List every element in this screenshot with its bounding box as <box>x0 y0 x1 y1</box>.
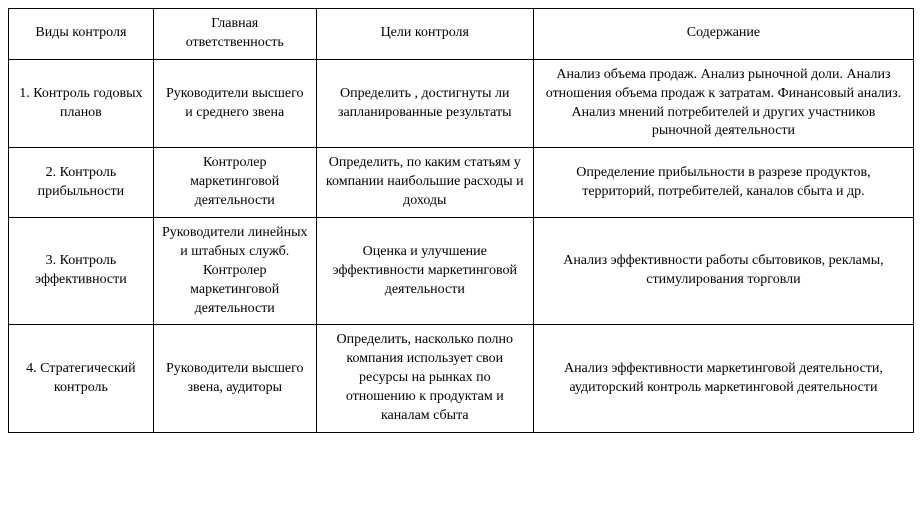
cell-type: 2. Контроль прибыльности <box>9 148 154 218</box>
cell-responsibility: Руководители высшего и среднего звена <box>153 59 316 148</box>
col-header-type: Виды контроля <box>9 9 154 60</box>
cell-goal: Оценка и улучшение эффективности маркети… <box>316 218 533 325</box>
cell-type: 3. Контроль эффективности <box>9 218 154 325</box>
cell-responsibility: Контролер маркетинговой деятельности <box>153 148 316 218</box>
cell-goal: Определить , достигнуты ли запланированн… <box>316 59 533 148</box>
cell-goal: Определить, насколько полно компания исп… <box>316 325 533 432</box>
cell-type: 4. Стратегический контроль <box>9 325 154 432</box>
cell-content: Анализ эффективности работы сбытовиков, … <box>533 218 913 325</box>
cell-responsibility: Руководители линейных и штабных служб. К… <box>153 218 316 325</box>
cell-goal: Определить, по каким статьям у компании … <box>316 148 533 218</box>
cell-content: Анализ эффективности маркетинговой деяте… <box>533 325 913 432</box>
table-row: 1. Контроль годовых планов Руководители … <box>9 59 914 148</box>
cell-content: Анализ объема продаж. Анализ рыночной до… <box>533 59 913 148</box>
table-header-row: Виды контроля Главная ответственность Це… <box>9 9 914 60</box>
table-row: 3. Контроль эффективности Руководители л… <box>9 218 914 325</box>
marketing-control-table: Виды контроля Главная ответственность Це… <box>8 8 914 433</box>
col-header-content: Содержание <box>533 9 913 60</box>
cell-type: 1. Контроль годовых планов <box>9 59 154 148</box>
table-row: 4. Стратегический контроль Руководители … <box>9 325 914 432</box>
cell-responsibility: Руководители высшего звена, аудиторы <box>153 325 316 432</box>
cell-content: Определение прибыльности в разрезе проду… <box>533 148 913 218</box>
table-row: 2. Контроль прибыльности Контролер марке… <box>9 148 914 218</box>
col-header-goal: Цели контроля <box>316 9 533 60</box>
col-header-responsibility: Главная ответственность <box>153 9 316 60</box>
